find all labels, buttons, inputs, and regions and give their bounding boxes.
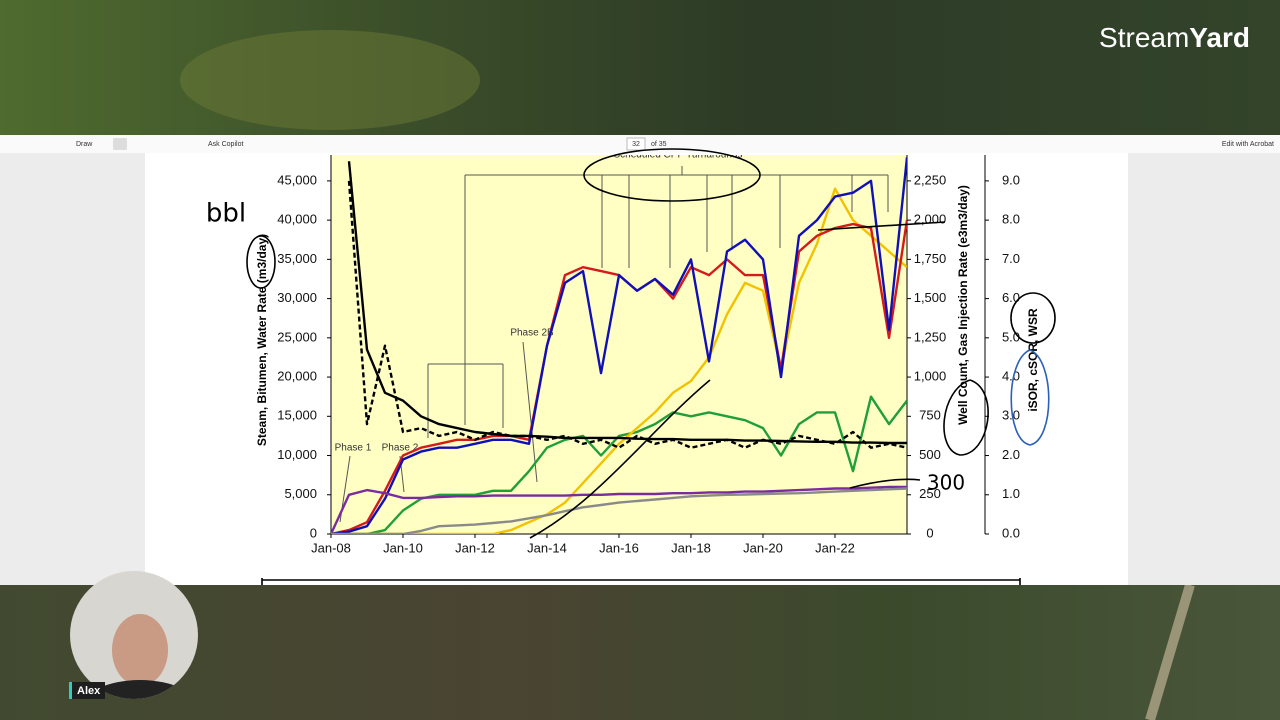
y3-tick-label: 8.0 xyxy=(1002,212,1020,227)
name-tag-accent xyxy=(69,682,72,699)
y3-tick-label: 1.0 xyxy=(1002,486,1020,501)
y3-tick-label: 7.0 xyxy=(1002,251,1020,266)
y-tick-label: 0 xyxy=(310,525,317,540)
y-tick-label: 40,000 xyxy=(277,212,317,227)
brand-logo: StreamYard xyxy=(1099,22,1250,53)
y2-tick-label: 250 xyxy=(919,486,941,501)
y3-tick-label: 9.0 xyxy=(1002,172,1020,187)
y-tick-label: 15,000 xyxy=(277,408,317,423)
handwriting: 300 xyxy=(927,471,965,495)
series-line xyxy=(331,157,907,534)
road xyxy=(1145,583,1195,720)
y2-tick-label: 1,500 xyxy=(914,290,947,305)
plot: Phase 1 Phase 2 Phase 2B Scheduled CPF Turn… xyxy=(331,150,907,534)
y3-tick-label: 4.0 xyxy=(1002,369,1020,384)
page-input[interactable] xyxy=(626,137,646,151)
chart: 0 5,000 10,000 15,000 20,000 25,000 30,000 35,0… xyxy=(255,155,1040,555)
annotation: Phase 1 xyxy=(335,443,372,454)
y3-tick-label: 6.0 xyxy=(1002,290,1020,305)
y-tick-label: 25,000 xyxy=(277,329,317,344)
annotation: Scheduled CPF Turnarounds xyxy=(614,150,743,161)
y-tick-label: 35,000 xyxy=(277,251,317,266)
y-axis-title: Steam, Bitumen, Water Rate (m3/day) xyxy=(255,234,269,446)
name-tag xyxy=(69,682,105,699)
y2-tick-label: 1,250 xyxy=(914,329,947,344)
x-tick-label: Jan-10 xyxy=(383,540,423,555)
y3-tick-label: 5.0 xyxy=(1002,329,1020,344)
highlight-button[interactable] xyxy=(113,138,127,150)
y2-tick-label: 1,750 xyxy=(914,251,947,266)
ink xyxy=(246,148,1056,585)
y-tick-label: 20,000 xyxy=(277,369,317,384)
x-tick-label: Jan-12 xyxy=(455,540,495,555)
series-line xyxy=(347,161,907,445)
brand-part: Stream xyxy=(1099,22,1189,53)
copilot-button[interactable]: Ask Copilot xyxy=(208,141,243,148)
y3-tick-label: 2.0 xyxy=(1002,447,1020,462)
y2-tick-label: 750 xyxy=(919,408,941,423)
y2-tick-label: 0 xyxy=(926,525,933,540)
draw-button[interactable]: Draw xyxy=(76,141,93,148)
x-tick-label: Jan-18 xyxy=(671,540,711,555)
page-count: of 35 xyxy=(651,141,667,148)
participant-name: Alex xyxy=(77,685,101,697)
series-line xyxy=(331,485,907,534)
x-tick-label: Jan-22 xyxy=(815,540,855,555)
series-line xyxy=(331,187,907,534)
y3-tick-label: 0.0 xyxy=(1002,525,1020,540)
x-tick-label: Jan-20 xyxy=(743,540,783,555)
edit-button[interactable]: Edit with Acrobat xyxy=(1222,141,1274,148)
annotation: Phase 2 xyxy=(382,443,419,454)
y-tick-label: 30,000 xyxy=(277,290,317,305)
x-tick-label: Jan-14 xyxy=(527,540,567,555)
page-number[interactable]: 32 xyxy=(632,141,640,148)
y2-axis-title: Well Count, Gas Injection Rate (e3m3/day… xyxy=(956,185,970,425)
x-tick-label: Jan-08 xyxy=(311,540,351,555)
y-tick-label: 5,000 xyxy=(284,486,317,501)
y-tick-label: 45,000 xyxy=(277,172,317,187)
annotation: Phase 2B xyxy=(510,328,554,339)
plot-area xyxy=(331,155,907,534)
brand-part: Yard xyxy=(1189,22,1250,53)
handwriting: bbl xyxy=(206,199,246,229)
y2-tick-label: 500 xyxy=(919,447,941,462)
y-tick-label: 10,000 xyxy=(277,447,317,462)
annotation-arrow xyxy=(339,166,889,523)
y2-tick-label: 1,000 xyxy=(914,369,947,384)
terrain xyxy=(180,30,480,130)
series-line xyxy=(347,180,907,449)
x-tick-label: Jan-16 xyxy=(599,540,639,555)
background-bottom xyxy=(0,585,1280,720)
y3-tick-label: 3.0 xyxy=(1002,408,1020,423)
y2-tick-label: 2,250 xyxy=(914,172,947,187)
series-line xyxy=(331,487,907,534)
y3-axis-title: iSOR, cSOR, WSR xyxy=(1026,308,1040,412)
